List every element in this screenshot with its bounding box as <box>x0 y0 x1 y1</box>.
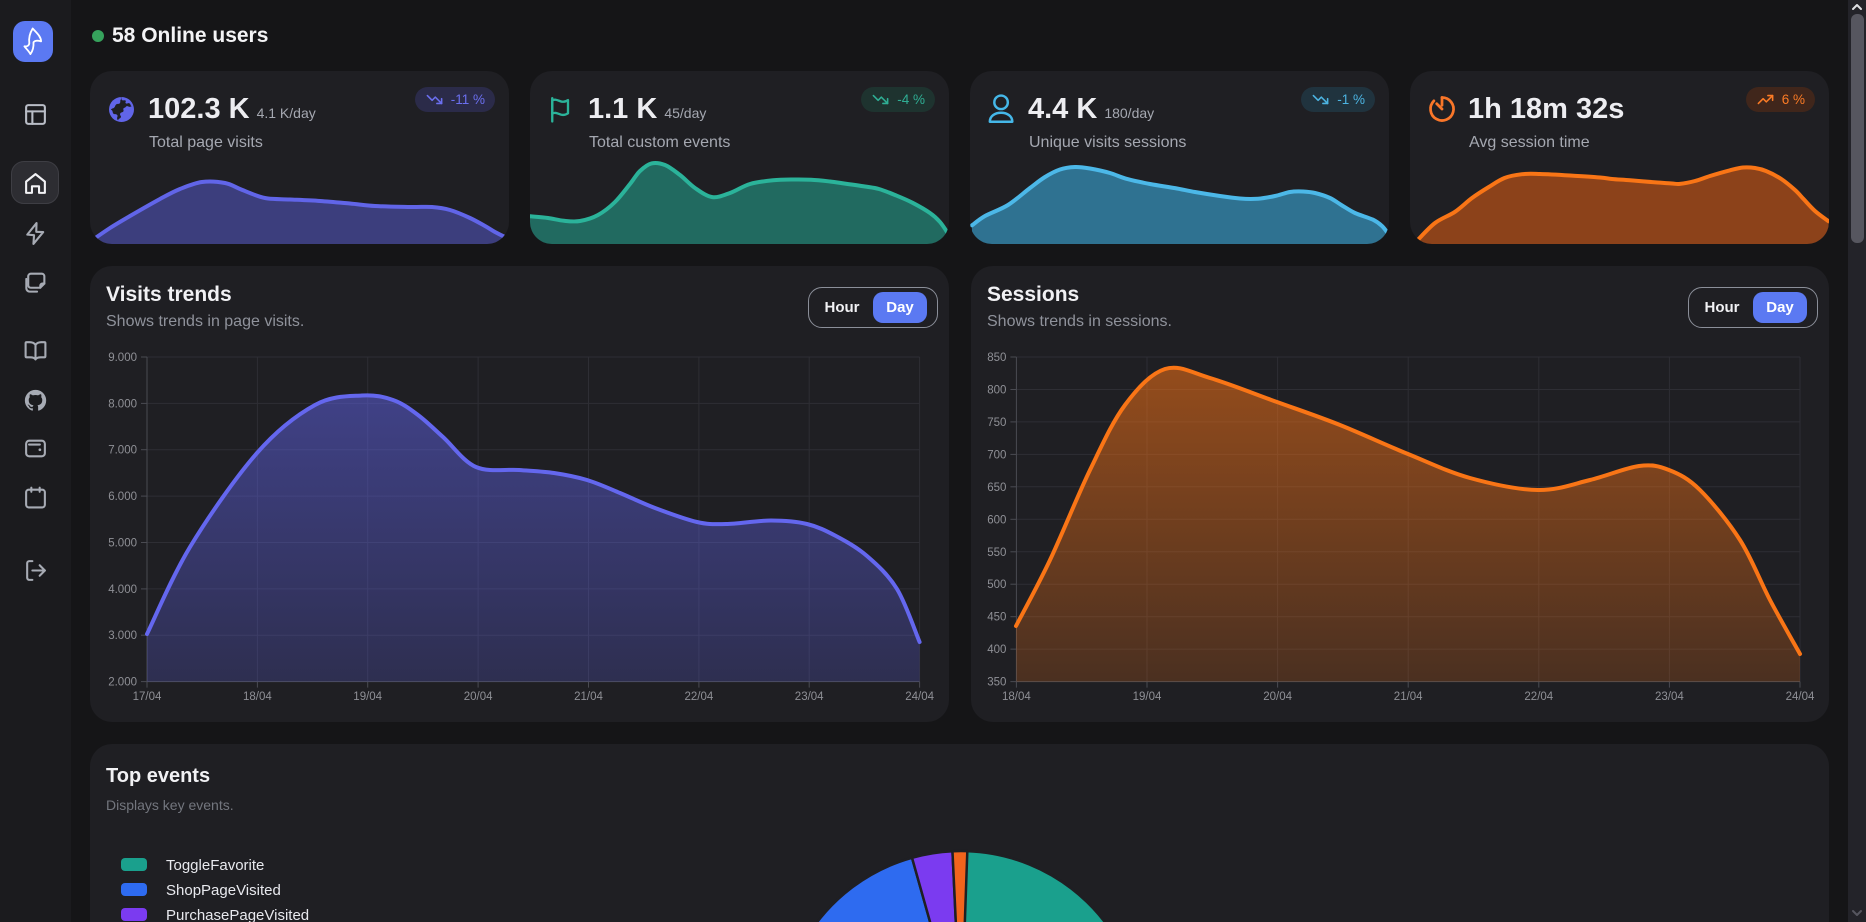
svg-text:19/04: 19/04 <box>1133 691 1162 703</box>
svg-text:21/04: 21/04 <box>1394 691 1423 703</box>
svg-text:8.000: 8.000 <box>108 398 137 410</box>
svg-text:22/04: 22/04 <box>685 691 714 703</box>
svg-text:6.000: 6.000 <box>108 491 137 503</box>
svg-text:450: 450 <box>987 612 1006 624</box>
svg-text:800: 800 <box>987 385 1006 397</box>
svg-text:4.000: 4.000 <box>108 584 137 596</box>
svg-text:600: 600 <box>987 514 1006 526</box>
svg-text:7.000: 7.000 <box>108 445 137 457</box>
svg-text:750: 750 <box>987 417 1006 429</box>
svg-text:400: 400 <box>987 644 1006 656</box>
svg-text:3.000: 3.000 <box>108 630 137 642</box>
svg-text:500: 500 <box>987 579 1006 591</box>
svg-text:700: 700 <box>987 449 1006 461</box>
svg-text:18/04: 18/04 <box>1002 691 1031 703</box>
svg-text:17/04: 17/04 <box>133 691 162 703</box>
svg-text:22/04: 22/04 <box>1524 691 1553 703</box>
svg-text:5.000: 5.000 <box>108 538 137 550</box>
svg-text:20/04: 20/04 <box>464 691 493 703</box>
svg-text:18/04: 18/04 <box>243 691 272 703</box>
svg-text:2.000: 2.000 <box>108 677 137 689</box>
svg-text:24/04: 24/04 <box>905 691 934 703</box>
svg-text:850: 850 <box>987 352 1006 364</box>
svg-text:350: 350 <box>987 677 1006 689</box>
svg-text:23/04: 23/04 <box>1655 691 1684 703</box>
svg-text:19/04: 19/04 <box>353 691 382 703</box>
svg-text:20/04: 20/04 <box>1263 691 1292 703</box>
svg-text:23/04: 23/04 <box>795 691 824 703</box>
svg-text:650: 650 <box>987 482 1006 494</box>
svg-text:21/04: 21/04 <box>574 691 603 703</box>
svg-text:24/04: 24/04 <box>1786 691 1815 703</box>
svg-text:550: 550 <box>987 547 1006 559</box>
svg-text:9.000: 9.000 <box>108 352 137 364</box>
